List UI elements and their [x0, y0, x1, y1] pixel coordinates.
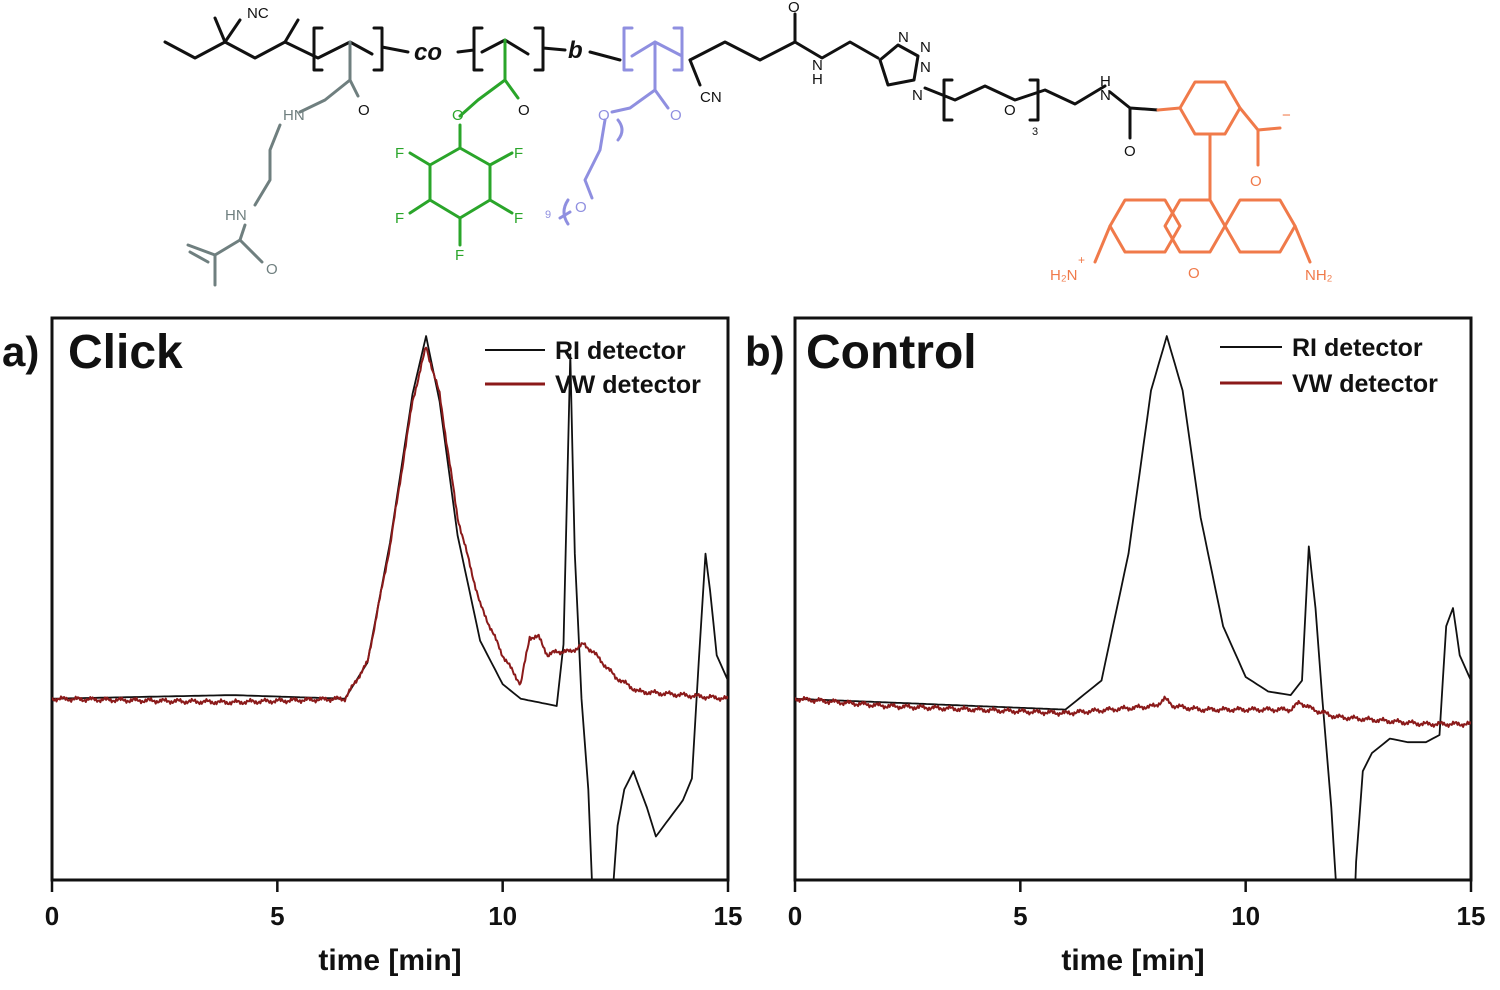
label-o-3: O: [1004, 102, 1016, 119]
label-o-amide2: O: [1124, 143, 1136, 160]
amide-linker: [1108, 90, 1160, 112]
label-f4: F: [514, 210, 523, 227]
label-hn2: HN: [225, 207, 247, 224]
bracket-1: [312, 26, 384, 72]
panel-letter-b: b): [745, 328, 785, 375]
label-f2: F: [514, 145, 523, 162]
label-n-tri1: N: [898, 29, 909, 46]
label-o-peg-d: O: [575, 199, 587, 216]
label-hn1: HN: [283, 107, 305, 124]
bracket-3: [942, 78, 1040, 122]
plot-frame-a: [50, 316, 730, 882]
backbone-right: [688, 40, 880, 62]
methyl-3: [283, 18, 300, 44]
series-line-vw: [795, 695, 1471, 728]
label-h2n: H₂N: [1050, 267, 1078, 284]
x-tick-label: 5: [270, 901, 284, 931]
label-o-ester2: O: [452, 107, 464, 124]
cn-bond: [688, 58, 702, 87]
x-axis-title-b: time [min]: [1061, 944, 1204, 977]
x-tick-label: 15: [714, 901, 743, 931]
panel-a-click: a) Click 0 5 10 15 RI detector VW detector t…: [2, 316, 743, 977]
label-b: b: [568, 37, 583, 64]
label-nh2: N: [1100, 87, 1111, 104]
series-line-vw: [52, 346, 728, 706]
methyl-1: [213, 16, 227, 44]
label-o-xan: O: [1188, 265, 1200, 282]
x-tick-label: 15: [1457, 901, 1486, 931]
grey-sidechain: [186, 40, 360, 287]
label-o-keto: O: [788, 0, 800, 16]
label-nh1: N: [812, 57, 823, 74]
label-n-tri3: N: [920, 59, 931, 76]
legend-label: VW detector: [1292, 370, 1438, 398]
x-ticks-a: 0 5 10 15: [45, 880, 743, 931]
label-f1: F: [395, 145, 404, 162]
lavender-peg: [558, 26, 684, 226]
series-line-ri: [795, 335, 1471, 880]
x-tick-label: 5: [1013, 901, 1027, 931]
x-tick-label: 0: [45, 901, 59, 931]
bond-to-co: [380, 45, 410, 54]
label-o-peg-a: O: [598, 107, 610, 124]
legend-label: RI detector: [1292, 334, 1423, 362]
methyl-2: [223, 18, 242, 44]
label-f5: F: [455, 247, 464, 264]
label-o-ring: O: [670, 107, 682, 124]
chemical-structure: NC co b O O O O HN HN O O F F F F F O O …: [163, 0, 1333, 287]
backbone-left: [163, 40, 374, 60]
label-nh2-end: NH₂: [1305, 267, 1333, 284]
bond-after-co: [456, 48, 476, 54]
triazole-ring: [878, 43, 920, 87]
label-plus: +: [1078, 253, 1085, 267]
legend-label: VW detector: [555, 371, 701, 399]
label-n-tri4: N: [912, 87, 923, 104]
legend-label: RI detector: [555, 337, 686, 365]
green-pfp: [408, 38, 520, 247]
label-o-bottom: O: [266, 261, 278, 278]
label-cn2: CN: [700, 89, 722, 106]
label-nc: NC: [247, 5, 269, 22]
label-o-ester1: O: [518, 102, 530, 119]
legend-b: RI detector VW detector: [1220, 334, 1438, 398]
label-n9: 9: [545, 209, 551, 221]
orange-rhodamine: [1093, 80, 1312, 264]
plot-frame-b: [793, 316, 1473, 882]
label-o-coo: O: [1250, 173, 1262, 190]
panel-title-b: Control: [806, 326, 977, 379]
label-sub3: 3: [1032, 126, 1038, 138]
label-n-tri2: N: [920, 39, 931, 56]
series-group-a: [52, 335, 728, 880]
label-co: co: [414, 39, 442, 66]
x-axis-title-a: time [min]: [318, 944, 461, 977]
bracket-2: [472, 26, 545, 72]
panel-title-a: Click: [68, 326, 183, 379]
legend-a: RI detector VW detector: [485, 337, 701, 399]
label-nh1-h: H: [812, 71, 823, 88]
label-o-minus: −: [1282, 107, 1291, 124]
x-ticks-b: 0 5 10 15: [788, 880, 1486, 931]
x-tick-label: 0: [788, 901, 802, 931]
label-o-amide1: O: [358, 102, 370, 119]
label-f3: F: [395, 210, 404, 227]
bond-to-b: [541, 46, 567, 52]
panel-b-control: b) Control 0 5 10 15 RI detector VW detector…: [745, 316, 1486, 977]
x-tick-label: 10: [488, 901, 517, 931]
peg-linker: [923, 84, 1107, 106]
panel-letter-a: a): [2, 328, 39, 375]
label-nh2-h: H: [1100, 73, 1111, 90]
series-line-ri: [52, 335, 728, 880]
x-tick-label: 10: [1231, 901, 1260, 931]
bond-after-b: [588, 50, 622, 62]
series-group-b: [795, 335, 1471, 880]
